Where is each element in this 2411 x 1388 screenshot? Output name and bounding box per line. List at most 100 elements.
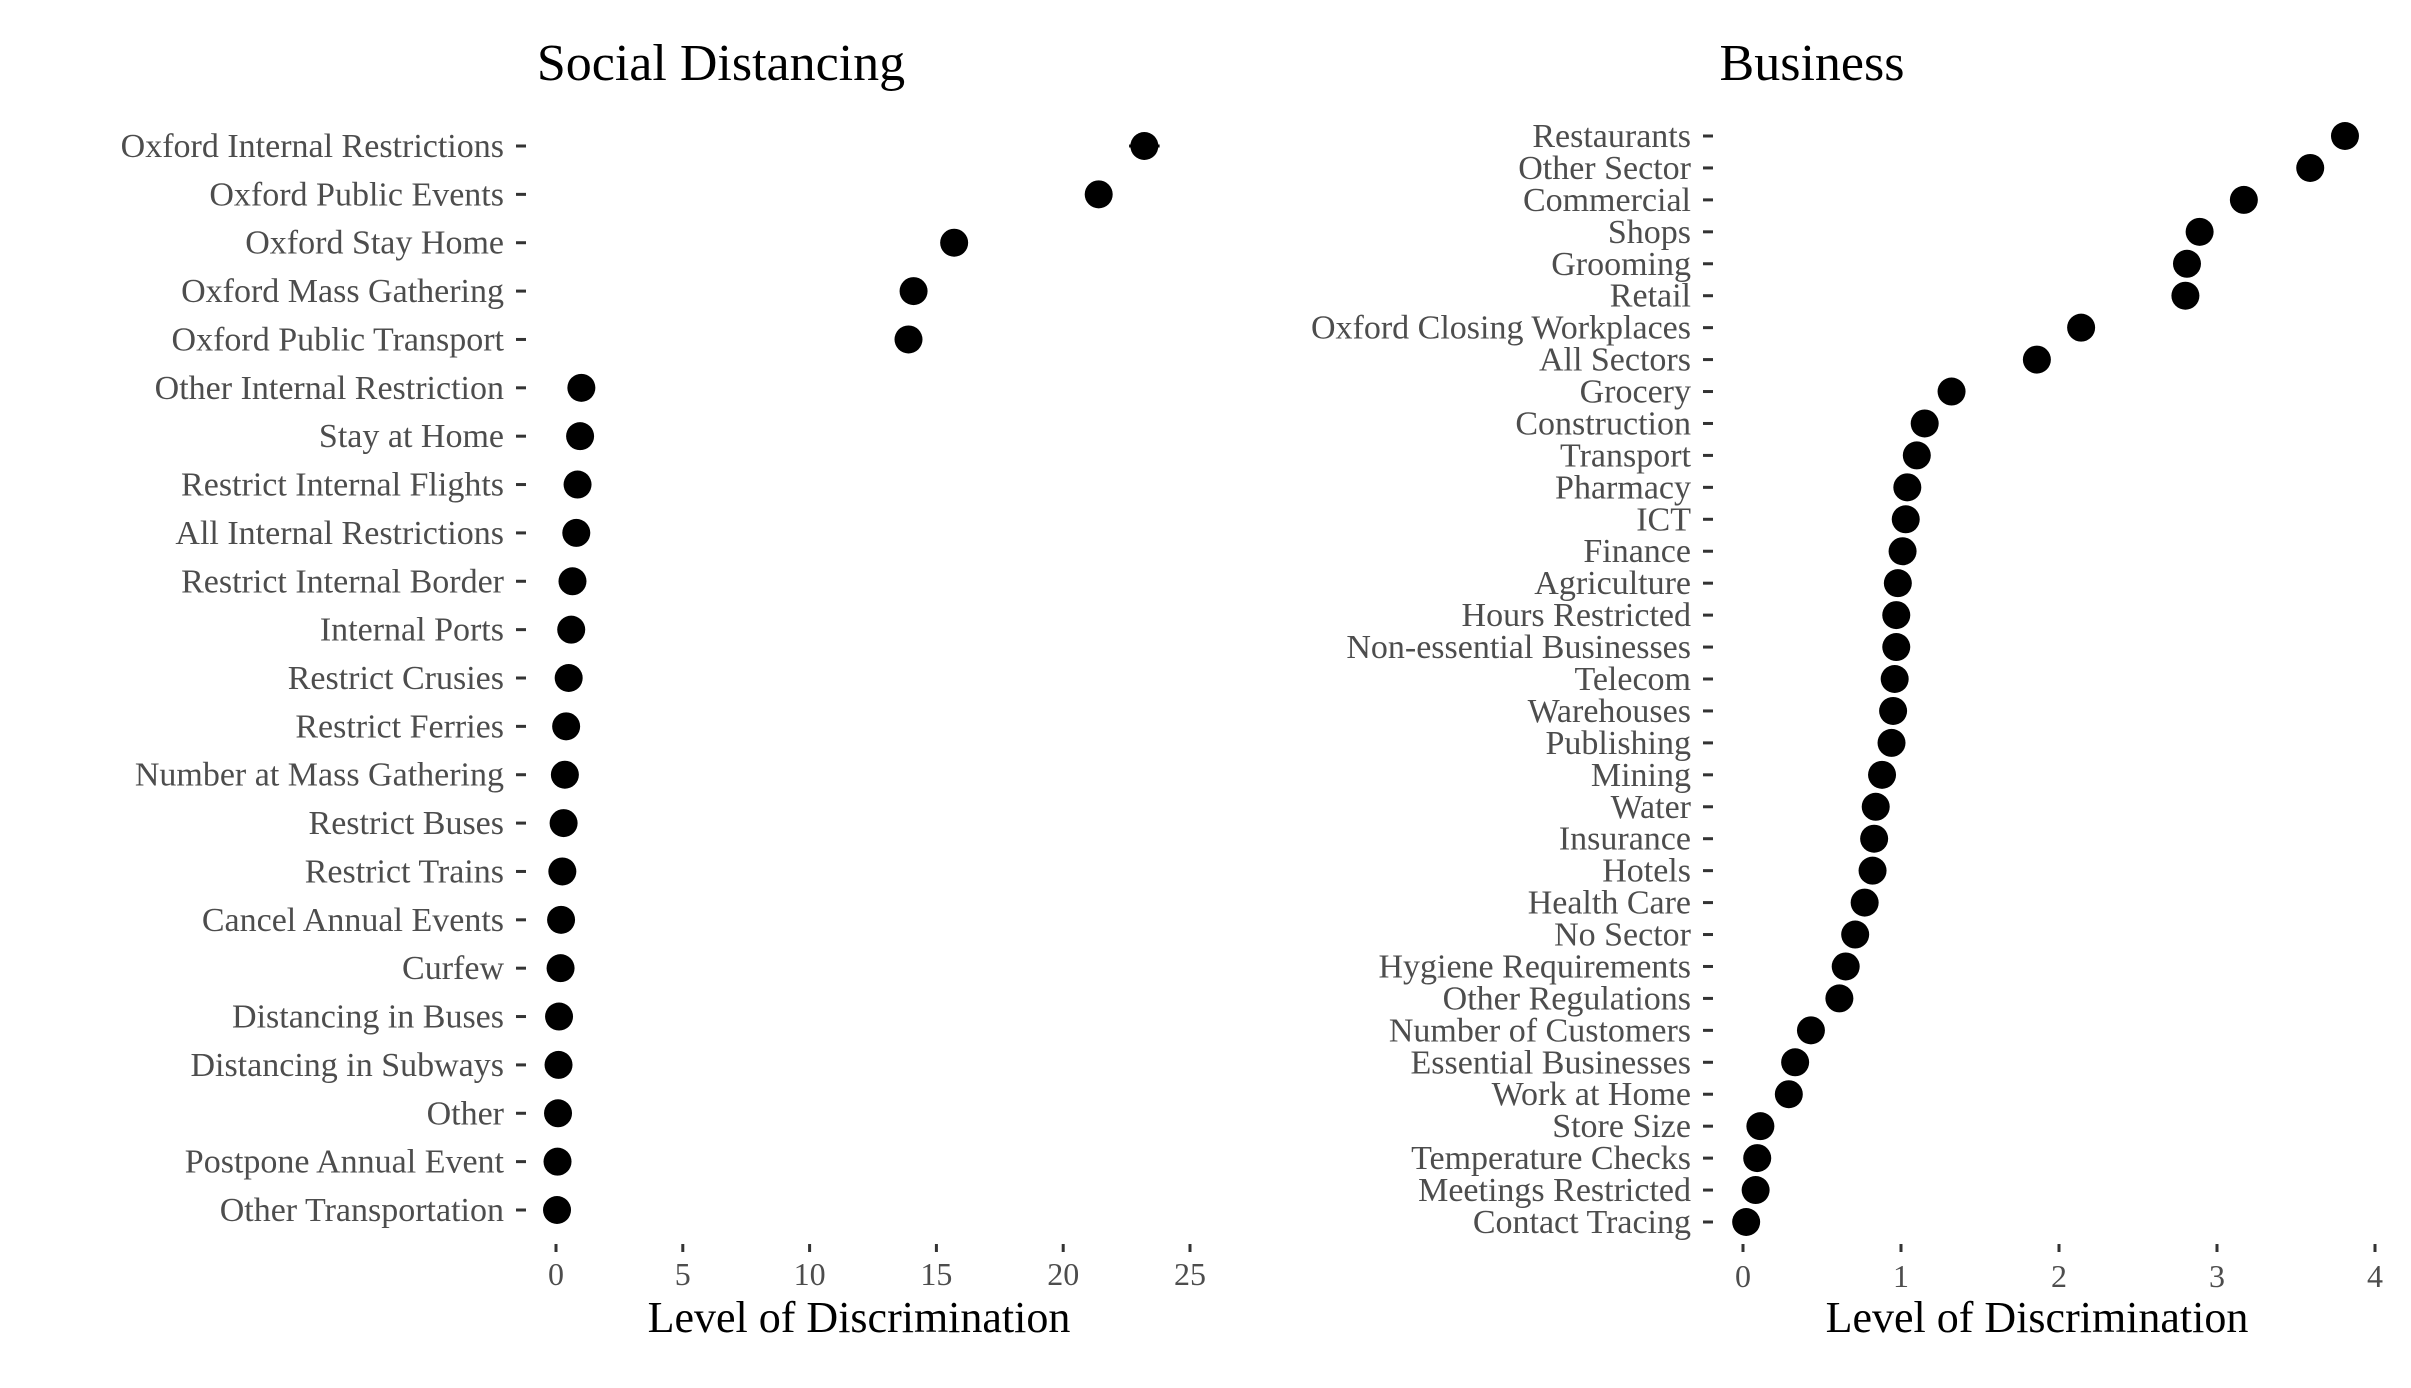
y-tick-label: Restaurants [1532,118,1691,155]
y-tick-label: Work at Home [1492,1076,1691,1113]
x-tick-label: 10 [794,1256,826,1292]
y-tick-label: Essential Businesses [1411,1044,1691,1081]
data-point [566,422,595,451]
y-tick-label: Restrict Trains [305,853,504,890]
x-tick-label: 20 [1047,1256,1079,1292]
data-point [1781,1048,1810,1077]
data-point [1883,569,1912,598]
y-tick-label: Curfew [402,950,504,987]
y-tick-label: Retail [1610,278,1691,315]
y-tick-label: Agriculture [1534,565,1691,602]
y-tick-label: Commercial [1523,182,1691,219]
data-point [548,857,577,886]
x-tick-label: 15 [920,1256,952,1292]
data-point [1868,760,1897,789]
data-point [567,373,596,402]
data-point [1861,792,1890,821]
data-point [1850,888,1879,917]
y-tick-label: Publishing [1546,725,1691,762]
data-point [543,1196,572,1224]
y-tick-label: Stay at Home [319,418,504,455]
data-point [1891,505,1920,534]
y-tick-label: Temperature Checks [1411,1140,1691,1177]
x-tick-label: 0 [1735,1258,1751,1294]
x-tick-label: 2 [2051,1258,2067,1294]
data-point [1841,920,1870,949]
y-tick-label: Store Size [1552,1108,1691,1145]
data-point [557,615,586,644]
panel-title: Social Distancing [537,35,905,92]
data-point [1902,441,1931,470]
y-tick-label: Finance [1583,533,1691,570]
y-tick-label: All Sectors [1539,342,1691,379]
y-tick-label: Restrict Internal Border [181,563,505,600]
y-tick-label: Construction [1515,405,1691,442]
data-point [562,518,591,547]
x-tick-label: 4 [2367,1258,2383,1294]
y-tick-label: Grocery [1580,374,1691,411]
y-tick-label: Distancing in Buses [232,999,504,1036]
data-point [2022,345,2051,374]
data-point [1888,537,1917,566]
data-point [940,228,969,257]
data-point [1860,824,1889,853]
data-point [1825,984,1854,1013]
y-tick-label: Mining [1591,757,1691,794]
y-tick-label: Oxford Public Events [209,176,504,213]
data-point [2185,217,2214,246]
data-point [558,567,587,596]
y-tick-label: Oxford Mass Gathering [181,273,504,310]
data-point [1882,601,1911,630]
y-tick-label: Water [1611,789,1692,826]
y-tick-label: Warehouses [1528,693,1691,730]
data-point [549,809,578,838]
data-point [2171,281,2200,310]
data-point [1130,132,1159,160]
data-point [1882,633,1911,662]
data-point [2330,122,2359,150]
y-tick-label: Postpone Annual Event [185,1144,505,1181]
y-tick-label: Number of Customers [1389,1012,1691,1049]
data-point [1877,728,1906,757]
data-point [544,1099,573,1128]
y-tick-label: Transport [1560,437,1692,474]
x-tick-label: 25 [1174,1256,1206,1292]
y-tick-label: Grooming [1551,246,1691,283]
data-point [1831,952,1860,981]
y-tick-label: Health Care [1528,885,1691,922]
panel-business: Business Level of Discrimination Restaur… [1311,35,2383,1342]
y-tick-label: Telecom [1574,661,1691,698]
data-point [547,905,576,934]
x-tick-label: 0 [548,1256,564,1292]
y-tick-label: Non-essential Businesses [1346,629,1691,666]
panel-social-distancing: Social Distancing Level of Discriminatio… [121,35,1206,1342]
y-tick-label: Other [427,1095,505,1132]
y-tick-label: ICT [1636,501,1691,538]
y-tick-label: Internal Ports [320,612,504,649]
y-tick-label: Other Regulations [1443,980,1691,1017]
y-tick-label: Contact Tracing [1473,1204,1691,1241]
x-tick-label: 5 [675,1256,691,1292]
x-axis-title: Level of Discrimination [1826,1293,2249,1342]
data-point [544,1050,573,1079]
y-tick-label: Distancing in Subways [190,1047,504,1084]
y-tick-label: Other Sector [1518,150,1691,187]
data-point [2296,153,2325,182]
data-point [1910,409,1939,438]
y-tick-label: Meetings Restricted [1418,1172,1691,1209]
data-point [543,1147,572,1176]
y-tick-label: No Sector [1554,917,1692,954]
y-tick-label: Other Internal Restriction [155,370,504,407]
y-tick-label: Other Transportation [220,1192,504,1229]
y-tick-label: Restrict Internal Flights [181,467,504,504]
y-tick-label: Hotels [1602,853,1691,890]
data-point [1084,180,1113,209]
data-point [545,1002,574,1031]
y-tick-label: Hours Restricted [1462,597,1691,634]
data-point [1774,1080,1803,1109]
y-tick-label: Oxford Stay Home [245,225,504,262]
y-tick-label: Oxford Closing Workplaces [1311,310,1691,347]
data-point [894,325,923,354]
